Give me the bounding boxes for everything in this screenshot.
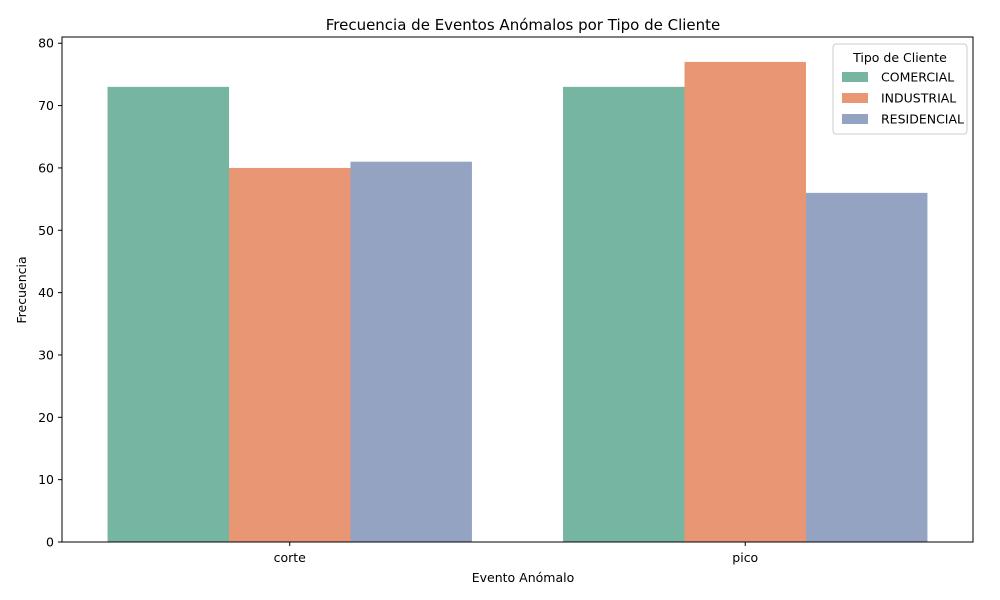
- bar-corte-comercial: [107, 86, 230, 543]
- x-axis-ticks: corte pico: [274, 542, 758, 565]
- bar-pico-comercial: [563, 86, 685, 543]
- bar-pico-residencial: [805, 192, 928, 542]
- legend-label-industrial: INDUSTRIAL: [881, 91, 956, 106]
- legend-label-comercial: COMERCIAL: [881, 70, 954, 85]
- x-axis-label: Evento Anómalo: [472, 570, 575, 585]
- legend-swatch-residencial: [842, 114, 868, 124]
- y-tick-label: 20: [38, 410, 54, 425]
- chart-title: Frecuencia de Eventos Anómalos por Tipo …: [326, 16, 721, 34]
- y-tick-label: 30: [38, 347, 54, 362]
- y-axis-ticks: 0 10 20 30 40 50 60 70 80: [38, 36, 62, 550]
- y-tick-label: 40: [38, 285, 54, 300]
- legend: Tipo de Cliente COMERCIAL INDUSTRIAL RESID…: [832, 43, 968, 135]
- x-tick-label-pico: pico: [732, 550, 758, 565]
- legend-label-residencial: RESIDENCIAL: [881, 112, 964, 127]
- legend-title: Tipo de Cliente: [852, 50, 947, 65]
- y-tick-label: 10: [38, 472, 54, 487]
- bar-pico-industrial: [684, 61, 806, 543]
- y-axis-label: Frecuencia: [14, 256, 29, 323]
- y-tick-label: 70: [38, 98, 54, 113]
- x-tick-label-corte: corte: [274, 550, 307, 565]
- bar-corte-industrial: [229, 167, 351, 543]
- bar-corte-residencial: [350, 161, 472, 543]
- legend-swatch-comercial: [842, 72, 868, 82]
- legend-box: [832, 43, 968, 135]
- y-tick-label: 0: [46, 535, 54, 550]
- plot-frame: [61, 36, 974, 543]
- y-tick-label: 50: [38, 223, 54, 238]
- legend-swatch-industrial: [842, 93, 868, 103]
- bars-group: [107, 61, 928, 543]
- y-tick-label: 80: [38, 36, 54, 51]
- y-tick-label: 60: [38, 160, 54, 175]
